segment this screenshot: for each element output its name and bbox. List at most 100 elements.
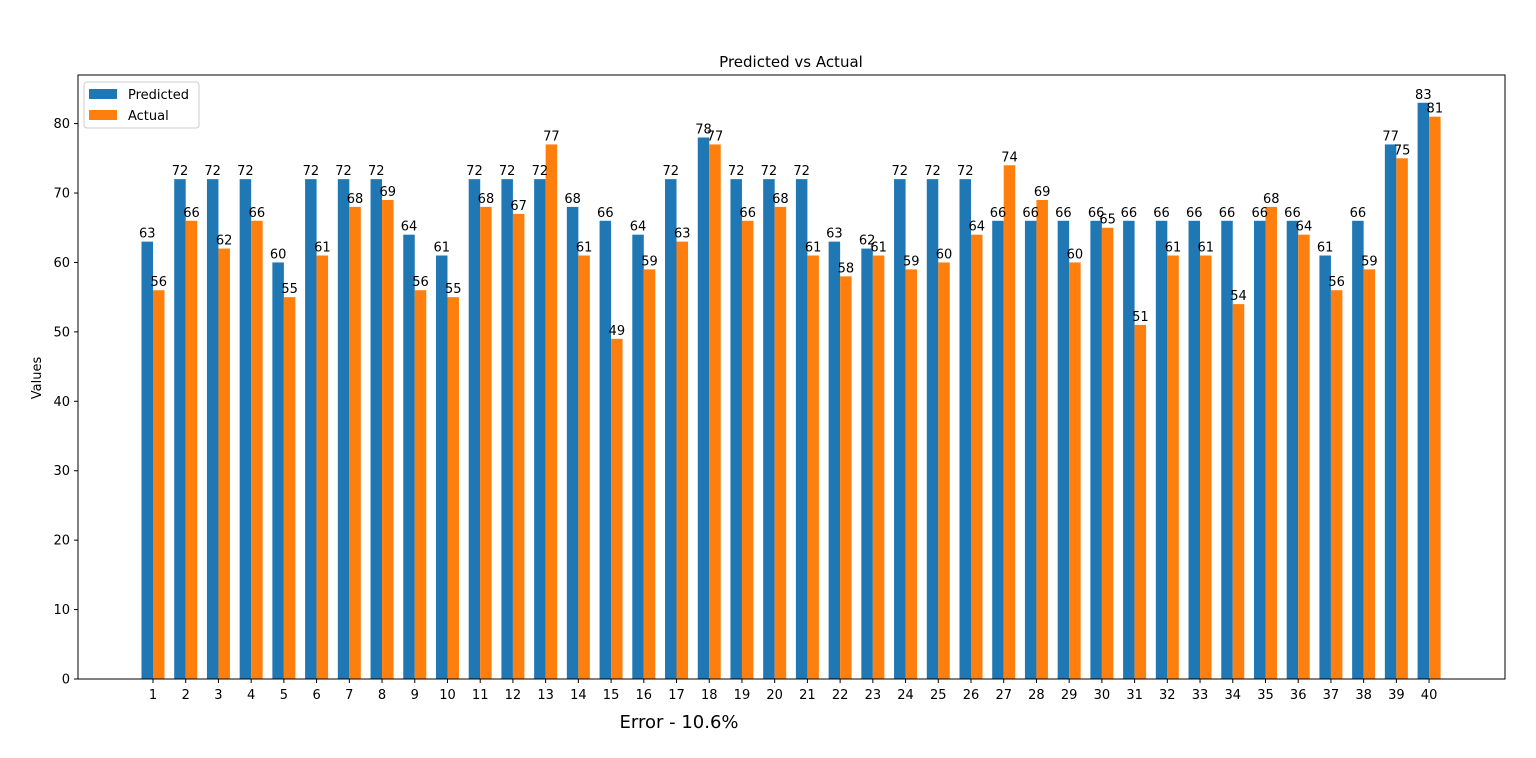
actual-bar-19 (741, 220, 754, 680)
predicted-bar-20 (763, 179, 775, 679)
predicted-value-label-13: 72 (532, 164, 549, 179)
predicted-value-label-27: 66 (990, 206, 1007, 221)
x-tick-label-6: 6 (312, 688, 320, 703)
actual-value-label-34: 54 (1230, 289, 1247, 304)
actual-value-label-36: 64 (1296, 220, 1313, 235)
predicted-value-label-17: 72 (662, 164, 679, 179)
actual-bar-11 (480, 206, 492, 679)
predicted-value-label-6: 72 (303, 164, 320, 179)
predicted-value-label-8: 72 (368, 164, 385, 179)
predicted-value-label-19: 72 (728, 164, 745, 179)
actual-value-label-8: 69 (380, 185, 397, 200)
x-tick-label-34: 34 (1224, 688, 1241, 703)
x-tick-label-14: 14 (570, 688, 587, 703)
predicted-bar-25 (926, 179, 939, 679)
predicted-value-label-18: 78 (695, 122, 712, 137)
actual-bar-14 (578, 255, 590, 680)
predicted-bar-15 (599, 220, 612, 680)
actual-value-label-14: 61 (576, 241, 593, 256)
actual-value-label-23: 61 (870, 241, 887, 256)
actual-bar-33 (1200, 255, 1212, 680)
actual-bar-25 (938, 262, 950, 679)
error-footer-text: Error - 10.6% (620, 712, 739, 733)
predicted-value-label-35: 66 (1251, 206, 1268, 221)
x-tick-label-9: 9 (411, 688, 419, 703)
predicted-bar-21 (795, 179, 808, 679)
actual-bar-36 (1298, 234, 1310, 679)
predicted-value-label-4: 72 (237, 164, 254, 179)
actual-bar-16 (643, 269, 656, 679)
x-tick-label-20: 20 (766, 688, 783, 703)
y-tick-label-10: 10 (53, 603, 70, 618)
actual-value-label-21: 61 (805, 241, 822, 256)
predicted-value-label-21: 72 (793, 164, 810, 179)
actual-value-label-6: 61 (314, 241, 331, 256)
actual-value-label-7: 68 (347, 192, 364, 207)
predicted-value-label-25: 72 (924, 164, 941, 179)
predicted-bar-4 (239, 179, 252, 679)
x-tick-label-26: 26 (963, 688, 980, 703)
predicted-bar-32 (1155, 220, 1168, 680)
x-tick-label-27: 27 (995, 688, 1012, 703)
predicted-bar-3 (206, 179, 219, 679)
x-tick-label-1: 1 (149, 688, 157, 703)
actual-value-label-40: 81 (1427, 102, 1444, 117)
legend-swatch-1 (89, 110, 117, 120)
x-tick-label-33: 33 (1192, 688, 1209, 703)
x-tick-label-28: 28 (1028, 688, 1045, 703)
x-tick-label-19: 19 (734, 688, 751, 703)
actual-bar-22 (840, 276, 852, 679)
actual-value-label-15: 49 (609, 324, 626, 339)
actual-bar-17 (676, 241, 689, 679)
predicted-value-label-12: 72 (499, 164, 516, 179)
actual-bar-1 (153, 290, 165, 679)
x-tick-label-25: 25 (930, 688, 947, 703)
x-tick-label-32: 32 (1159, 688, 1176, 703)
actual-value-label-9: 56 (412, 275, 429, 290)
x-tick-label-7: 7 (345, 688, 353, 703)
bars-layer (141, 102, 1441, 680)
actual-value-label-4: 66 (249, 206, 266, 221)
predicted-value-label-38: 66 (1350, 206, 1367, 221)
actual-bar-9 (414, 290, 427, 679)
predicted-bar-14 (566, 206, 579, 679)
predicted-bar-35 (1253, 220, 1266, 680)
actual-bar-6 (316, 255, 329, 680)
actual-bar-26 (971, 234, 983, 679)
x-tick-label-5: 5 (280, 688, 288, 703)
actual-bar-34 (1232, 304, 1245, 679)
actual-bar-18 (709, 144, 721, 679)
actual-bar-12 (512, 213, 525, 679)
actual-value-label-33: 61 (1198, 241, 1215, 256)
actual-value-label-16: 59 (641, 254, 658, 269)
predicted-bar-2 (174, 179, 186, 679)
x-tick-label-3: 3 (214, 688, 222, 703)
actual-value-label-20: 68 (772, 192, 789, 207)
actual-value-label-31: 51 (1132, 310, 1149, 325)
x-tick-label-11: 11 (472, 688, 489, 703)
x-tick-label-29: 29 (1061, 688, 1078, 703)
x-tick-label-10: 10 (439, 688, 456, 703)
predicted-bar-16 (632, 234, 644, 679)
predicted-value-label-23: 62 (859, 234, 876, 249)
predicted-bar-10 (435, 255, 448, 680)
actual-bar-29 (1069, 262, 1081, 679)
predicted-bar-24 (894, 179, 906, 679)
actual-value-label-35: 68 (1263, 192, 1280, 207)
actual-bar-7 (349, 206, 361, 679)
x-tick-label-12: 12 (505, 688, 522, 703)
legend-swatch-0 (89, 89, 117, 99)
x-tick-label-13: 13 (537, 688, 554, 703)
predicted-bar-22 (828, 241, 841, 679)
actual-value-label-13: 77 (543, 129, 560, 144)
actual-value-label-19: 66 (739, 206, 756, 221)
x-tick-label-17: 17 (668, 688, 685, 703)
predicted-bar-31 (1123, 220, 1135, 680)
predicted-bar-19 (730, 179, 742, 679)
y-tick-label-70: 70 (53, 187, 70, 202)
y-tick-label-0: 0 (62, 673, 70, 688)
actual-bar-31 (1134, 324, 1147, 679)
actual-bar-24 (905, 269, 918, 679)
actual-bar-13 (545, 144, 558, 679)
